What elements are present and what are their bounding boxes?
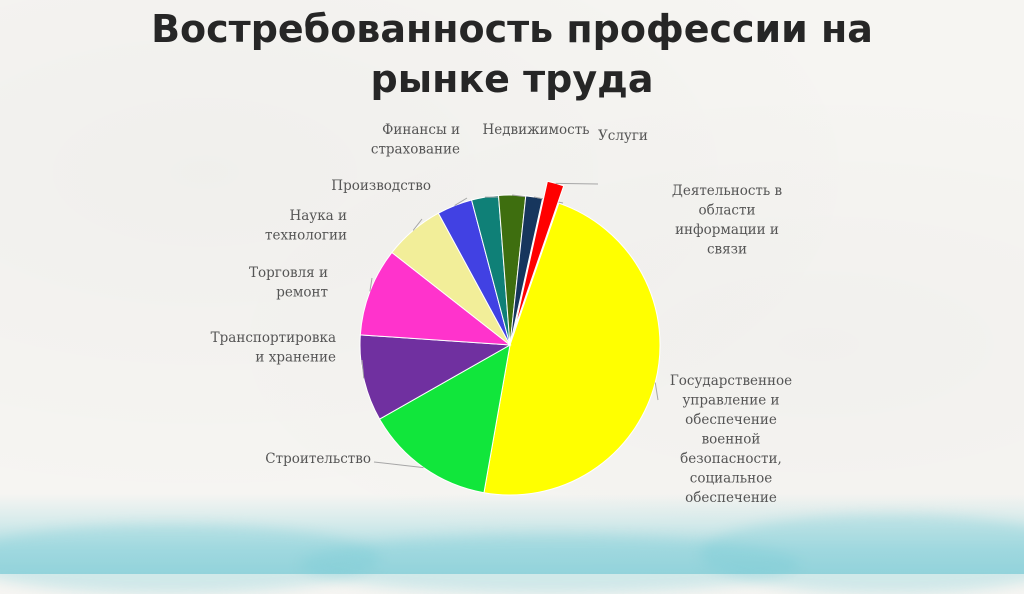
slice-label: Услуги <box>598 128 648 144</box>
leader-line <box>556 183 598 184</box>
slice-label: Производство <box>331 178 431 194</box>
leader-line <box>374 462 424 468</box>
slice-label: Строительство <box>265 451 371 467</box>
slice-label: Недвижимость <box>482 122 589 138</box>
leader-line <box>655 383 658 400</box>
